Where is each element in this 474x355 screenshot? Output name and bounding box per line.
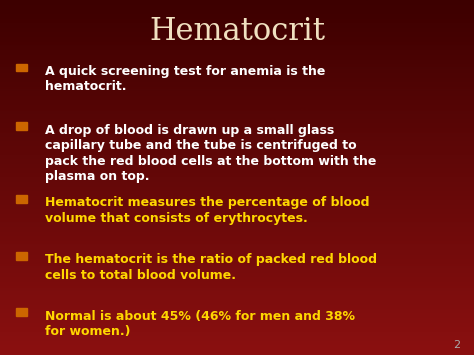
Text: A quick screening test for anemia is the
hematocrit.: A quick screening test for anemia is the… (45, 65, 326, 93)
Text: Hematocrit measures the percentage of blood
volume that consists of erythrocytes: Hematocrit measures the percentage of bl… (45, 196, 370, 225)
Text: The hematocrit is the ratio of packed red blood
cells to total blood volume.: The hematocrit is the ratio of packed re… (45, 253, 377, 282)
Text: 2: 2 (453, 340, 460, 350)
FancyBboxPatch shape (16, 308, 27, 316)
FancyBboxPatch shape (16, 195, 27, 203)
FancyBboxPatch shape (16, 252, 27, 260)
Text: Hematocrit: Hematocrit (149, 16, 325, 47)
FancyBboxPatch shape (16, 64, 27, 71)
FancyBboxPatch shape (16, 122, 27, 130)
Text: A drop of blood is drawn up a small glass
capillary tube and the tube is centrif: A drop of blood is drawn up a small glas… (45, 124, 376, 183)
Text: Normal is about 45% (46% for men and 38%
for women.): Normal is about 45% (46% for men and 38%… (45, 310, 355, 338)
